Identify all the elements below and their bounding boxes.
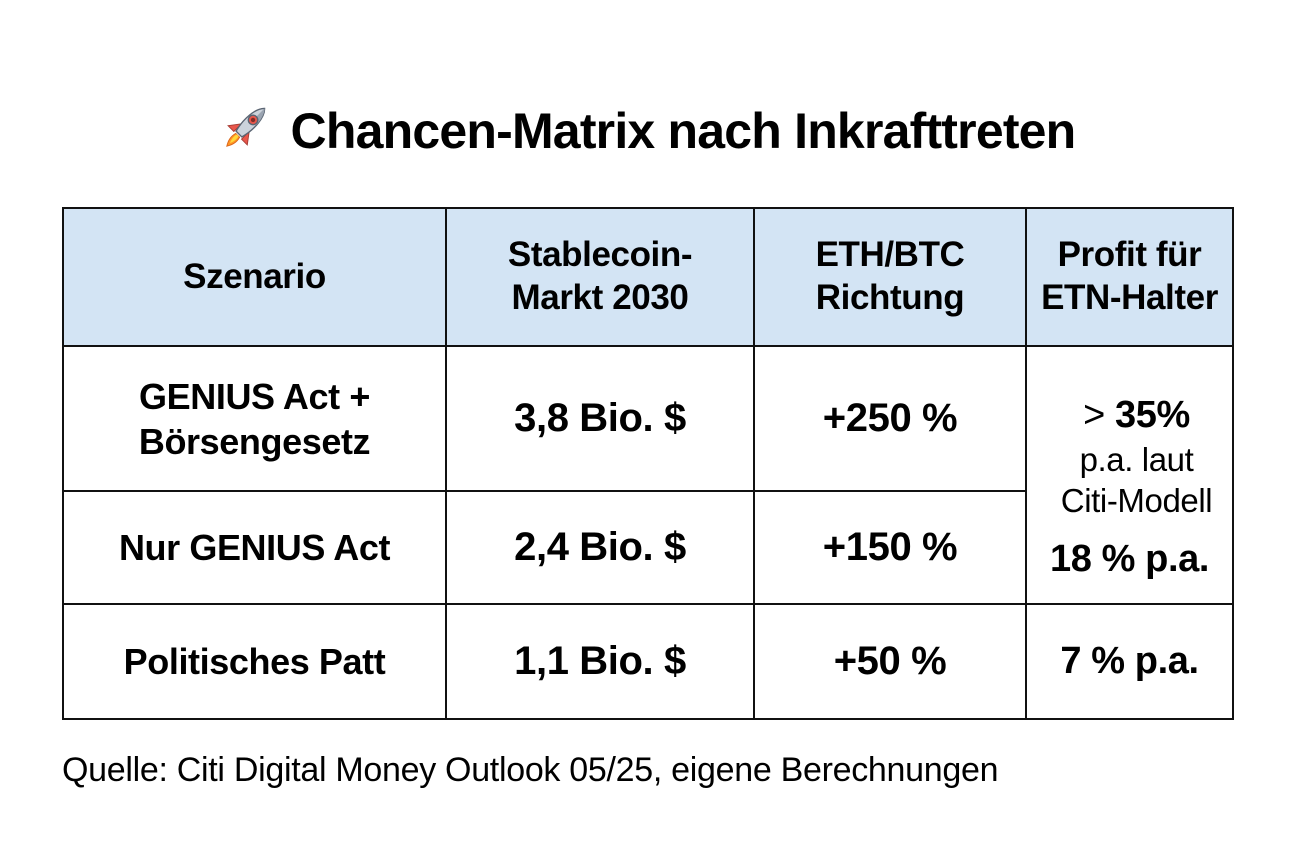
profit-value-line: > 35% [1047, 391, 1226, 439]
cell-szenario: Nur GENIUS Act [62, 490, 447, 605]
header-cell-profit-etn-halter: Profit für ETN-Halter [1025, 207, 1234, 347]
page-title-text: Chancen-Matrix nach Inkrafttreten [290, 103, 1077, 159]
cell-profit: 7 % p.a. [1025, 603, 1234, 720]
chancen-matrix-table: Szenario Stablecoin- Markt 2030 ETH/BTC … [62, 207, 1234, 720]
cell-stablecoin-markt: 3,8 Bio. $ [445, 345, 755, 492]
header-cell-eth-btc-richtung: ETH/BTC Richtung [753, 207, 1027, 347]
header-cell-szenario: Szenario [62, 207, 447, 347]
table-row: GENIUS Act + Börsengesetz 3,8 Bio. $ +25… [62, 345, 1234, 605]
source-attribution: Quelle: Citi Digital Money Outlook 05/25… [62, 751, 999, 789]
cell-eth-btc-richtung: +50 % [753, 603, 1027, 720]
cell-profit-row2: 18 % p.a. [1049, 538, 1210, 580]
cell-stablecoin-markt: 2,4 Bio. $ [445, 490, 755, 605]
table-row: Politisches Patt 1,1 Bio. $ +50 % 7 % p.… [62, 603, 1234, 720]
profit-detail-block: > 35% p.a. laut Citi-Modell [1028, 369, 1231, 521]
profit-prefix: > [1083, 394, 1116, 436]
cell-szenario: GENIUS Act + Börsengesetz [62, 345, 447, 492]
cell-eth-btc-richtung: +150 % [753, 490, 1027, 605]
cell-stablecoin-markt: 1,1 Bio. $ [445, 603, 755, 720]
cell-profit-merged: > 35% p.a. laut Citi-Modell 18 % p.a. [1025, 345, 1234, 605]
profit-value: 35% [1115, 394, 1190, 436]
table-header-row: Szenario Stablecoin- Markt 2030 ETH/BTC … [62, 207, 1234, 347]
cell-eth-btc-richtung: +250 % [753, 345, 1027, 492]
page-title: Chancen-Matrix nach Inkrafttreten [0, 98, 1292, 160]
cell-szenario: Politisches Patt [62, 603, 447, 720]
header-cell-stablecoin-markt: Stablecoin- Markt 2030 [445, 207, 755, 347]
profit-note-line: p.a. laut [1079, 441, 1194, 478]
rocket-icon [217, 98, 275, 156]
table-row: Nur GENIUS Act 2,4 Bio. $ +150 % [62, 490, 1233, 605]
profit-note-line: Citi-Modell [1060, 482, 1213, 519]
